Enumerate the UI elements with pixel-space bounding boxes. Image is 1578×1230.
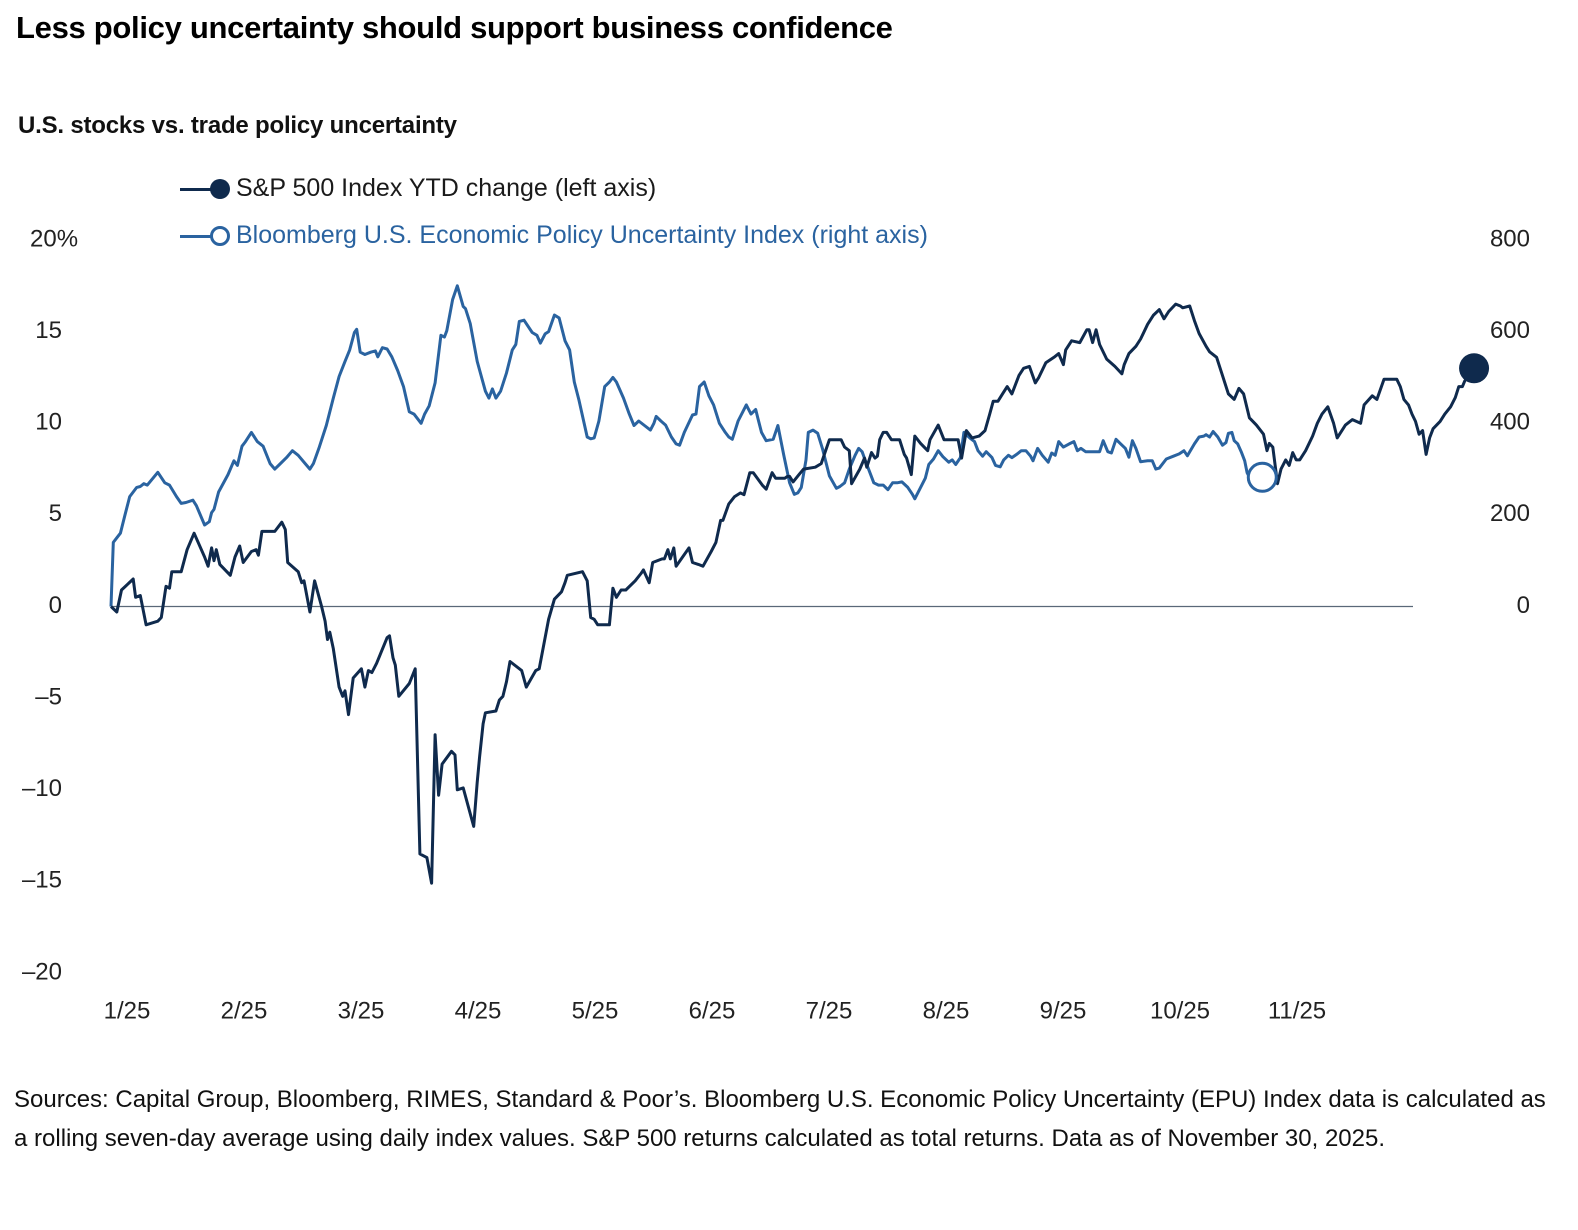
- series-line-sp500: [109, 302, 1476, 885]
- right-axis-tick-label: 600: [1490, 317, 1530, 344]
- x-axis-tick-label: 2/25: [221, 997, 268, 1024]
- right-axis-ticks: 800 600 400 200 0: [1490, 225, 1530, 619]
- legend-item-epu: Bloomberg U.S. Economic Policy Uncertain…: [180, 221, 928, 250]
- x-axis-tick-label: 11/25: [1268, 997, 1326, 1024]
- left-axis-tick-label: 0: [49, 592, 62, 619]
- x-axis-tick-label: 1/25: [104, 997, 151, 1024]
- right-axis-tick-label: 200: [1490, 500, 1530, 527]
- x-axis-tick-label: 5/25: [572, 997, 619, 1024]
- left-axis-tick-label: –5: [35, 683, 62, 710]
- chart-title: Less policy uncertainty should support b…: [16, 10, 893, 45]
- x-axis-tick-label: 8/25: [923, 997, 970, 1024]
- left-axis-ticks: 20% 15 10 5 0 –5 –10 –15 –20: [22, 225, 78, 985]
- left-axis-tick-label: 15: [35, 317, 62, 344]
- x-axis-tick-label: 6/25: [689, 997, 736, 1024]
- right-axis-tick-label: 400: [1490, 409, 1530, 436]
- x-axis-tick-label: 4/25: [455, 997, 502, 1024]
- series-end-marker-sp500: [1459, 353, 1490, 384]
- legend-label-epu: Bloomberg U.S. Economic Policy Uncertain…: [236, 221, 928, 249]
- open-circle-marker-icon: [180, 224, 234, 248]
- chart-canvas: 20% 15 10 5 0 –5 –10 –15 –20 800 600 400 200 0 1/25 2…: [22, 225, 1530, 1024]
- x-axis-tick-label: 7/25: [806, 997, 853, 1024]
- series-end-marker-epu: [1246, 461, 1278, 493]
- filled-circle-marker-icon: [180, 177, 234, 201]
- left-axis-tick-label: 20%: [30, 225, 78, 252]
- x-axis-tick-label: 3/25: [338, 997, 385, 1024]
- left-axis-tick-label: 5: [49, 500, 62, 527]
- left-axis-tick-label: –20: [22, 958, 62, 985]
- chart-subtitle: U.S. stocks vs. trade policy uncertainty: [18, 112, 457, 139]
- x-axis-tick-label: 9/25: [1040, 997, 1087, 1024]
- left-axis-tick-label: 10: [35, 409, 62, 436]
- footnote-sources: Sources: Capital Group, Bloomberg, RIMES…: [14, 1086, 1546, 1152]
- series-line-epu: [109, 284, 1264, 607]
- left-axis-tick-label: –10: [22, 775, 62, 802]
- x-axis-tick-label: 10/25: [1150, 997, 1210, 1024]
- right-axis-tick-label: 0: [1517, 592, 1530, 619]
- legend-label-sp500: S&P 500 Index YTD change (left axis): [236, 174, 657, 202]
- legend-item-sp500: S&P 500 Index YTD change (left axis): [180, 174, 656, 203]
- right-axis-tick-label: 800: [1490, 225, 1530, 252]
- left-axis-tick-label: –15: [22, 867, 62, 894]
- x-axis-ticks: 1/25 2/25 3/25 4/25 5/25 6/25 7/25 8/25 9/25 10/2…: [104, 997, 1327, 1024]
